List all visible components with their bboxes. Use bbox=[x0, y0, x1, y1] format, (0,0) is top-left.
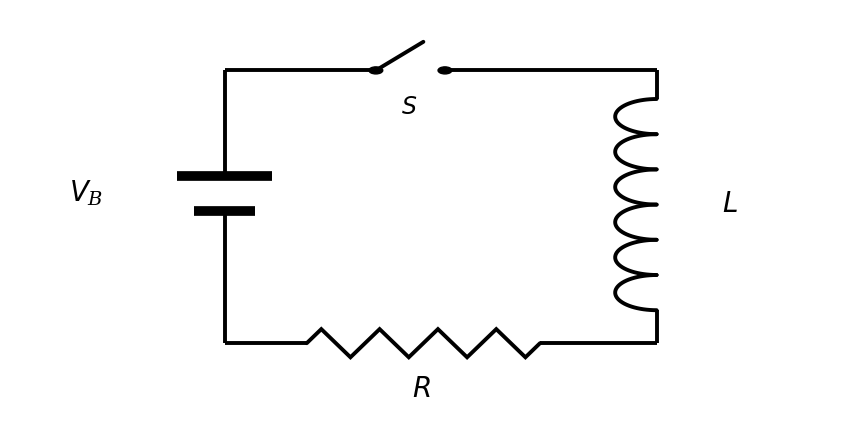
Circle shape bbox=[438, 67, 452, 74]
Text: $V_{\mathregular{B}}$: $V_{\mathregular{B}}$ bbox=[69, 179, 104, 209]
Text: $S$: $S$ bbox=[402, 96, 417, 119]
Text: $R$: $R$ bbox=[412, 376, 431, 403]
Text: $L$: $L$ bbox=[722, 191, 738, 218]
Circle shape bbox=[369, 67, 383, 74]
